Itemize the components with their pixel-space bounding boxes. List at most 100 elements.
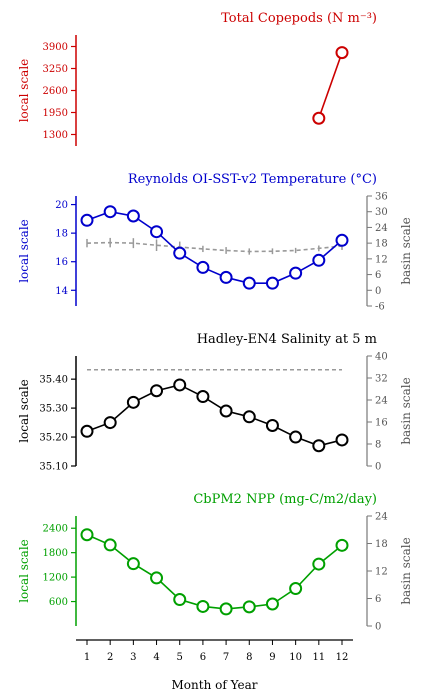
panel-4-y2tick-label: 18 bbox=[375, 539, 388, 550]
panel-2-y2tick-label: 30 bbox=[375, 207, 388, 218]
panel-2-data-point bbox=[173, 246, 187, 260]
xtick-label: 2 bbox=[107, 652, 113, 663]
xtick-label: 8 bbox=[246, 652, 252, 663]
panel-4-data-point bbox=[80, 528, 94, 542]
panel-2-data-point bbox=[312, 253, 326, 267]
panel-1-ytick-label: 3250 bbox=[43, 64, 68, 75]
panel-1-ylabel: local scale bbox=[17, 59, 31, 123]
panel-2-data-point bbox=[289, 266, 303, 280]
panel-4-series-line bbox=[86, 534, 343, 610]
xtick-label: 4 bbox=[153, 652, 159, 663]
xtick-label: 11 bbox=[312, 652, 325, 663]
panel-2-ytick-label: 18 bbox=[55, 229, 68, 240]
panel-2-ylabel: local scale bbox=[17, 219, 31, 283]
panel-3-data-point bbox=[196, 390, 210, 404]
panel-4-data-point bbox=[219, 602, 233, 616]
panel-2-data-point bbox=[242, 276, 256, 290]
panel-2-title: Reynolds OI-SST-v2 Temperature (°C) bbox=[128, 172, 377, 187]
panel-2-data-point bbox=[335, 233, 349, 247]
panel-3-ytick-label: 35.40 bbox=[39, 375, 68, 386]
panel-3-series-line bbox=[86, 384, 343, 447]
panel-4-data-point bbox=[289, 582, 303, 596]
xtick-label: 9 bbox=[269, 652, 275, 663]
panel-1-series-line bbox=[318, 52, 343, 119]
panel-3-y2tick-label: 16 bbox=[375, 418, 388, 429]
panel-3-title: Hadley-EN4 Salinity at 5 m bbox=[197, 332, 377, 347]
panel-4-data-point bbox=[126, 557, 140, 571]
panel-2-data-point bbox=[150, 225, 164, 239]
panel-3-y2label: basin scale bbox=[399, 377, 413, 444]
panel-4-title: CbPM2 NPP (mg-C/m2/day) bbox=[193, 492, 377, 507]
panel-2-data-point bbox=[265, 276, 279, 290]
panel-4-y2tick-label: 0 bbox=[375, 622, 381, 633]
panel-2-ytick-label: 16 bbox=[55, 257, 68, 268]
panel-4-y2tick-label: 12 bbox=[375, 567, 388, 578]
panel-3-y2tick-label: 24 bbox=[375, 396, 388, 407]
panel-3-ytick-label: 35.20 bbox=[39, 433, 68, 444]
panel-2-data-point bbox=[126, 209, 140, 223]
panel-2-y2tick-label: 6 bbox=[375, 270, 381, 281]
panel-3-data-point bbox=[335, 433, 349, 447]
panel-4-data-point bbox=[335, 538, 349, 552]
panel-1-title: Total Copepods (N m⁻³) bbox=[221, 11, 377, 26]
panel-3-y2tick-label: 40 bbox=[375, 352, 388, 363]
panel-4-data-point bbox=[150, 571, 164, 585]
panel-3-data-point bbox=[103, 416, 117, 430]
panel-2-data-point bbox=[103, 205, 117, 219]
panel-2-data-point bbox=[80, 213, 94, 227]
panel-2-y2tick-label: 12 bbox=[375, 254, 388, 265]
panel-3-data-point bbox=[289, 430, 303, 444]
panel-4-ylabel: local scale bbox=[17, 539, 31, 603]
panel-3-y2tick-label: 0 bbox=[375, 462, 381, 473]
panel-4-y2tick-label: 24 bbox=[375, 512, 388, 523]
xtick-label: 5 bbox=[177, 652, 183, 663]
panel-1-ytick-label: 3900 bbox=[43, 42, 68, 53]
panel-2-ytick-label: 20 bbox=[55, 200, 68, 211]
panel-2-y2tick-label: 36 bbox=[375, 192, 388, 203]
panel-2-data-point bbox=[196, 260, 210, 274]
panel-4-data-point bbox=[173, 593, 187, 607]
panel-1-data-point bbox=[312, 111, 326, 125]
panel-3-data-point bbox=[219, 404, 233, 418]
panel-3-data-point bbox=[173, 378, 187, 392]
panel-1-ytick-label: 1950 bbox=[43, 108, 68, 119]
panel-4-data-point bbox=[196, 599, 210, 613]
xtick-label: 1 bbox=[84, 652, 90, 663]
panel-2-y2tick-label: 24 bbox=[375, 223, 388, 234]
panel-1-data-point bbox=[335, 46, 349, 60]
panel-4-data-point bbox=[265, 597, 279, 611]
xtick-label: 3 bbox=[130, 652, 136, 663]
panel-4-ytick-label: 2400 bbox=[43, 524, 68, 535]
panel-2-data-point bbox=[219, 270, 233, 284]
xtick-label: 12 bbox=[336, 652, 349, 663]
panel-4-ytick-label: 1800 bbox=[43, 548, 68, 559]
panel-4-data-point bbox=[242, 600, 256, 614]
panel-3-data-point bbox=[265, 418, 279, 432]
panel-4-y2label: basin scale bbox=[399, 537, 413, 604]
xtick-label: 6 bbox=[200, 652, 206, 663]
panel-1-ytick-label: 1300 bbox=[43, 130, 68, 141]
panel-3-y2tick-label: 32 bbox=[375, 374, 388, 385]
panel-4-data-point bbox=[312, 557, 326, 571]
panel-2-y2tick-label: 18 bbox=[375, 239, 388, 250]
panel-3-ytick-label: 35.10 bbox=[39, 462, 68, 473]
panel-3-data-point bbox=[242, 410, 256, 424]
panel-2-y2label: basin scale bbox=[399, 217, 413, 284]
panel-3-y2tick-label: 8 bbox=[375, 440, 381, 451]
panel-2-series-line bbox=[86, 210, 343, 284]
panel-3-data-point bbox=[150, 384, 164, 398]
panel-2-y2tick-label: -6 bbox=[375, 302, 385, 313]
panel-2-ytick-label: 14 bbox=[55, 286, 68, 297]
x-axis-label: Month of Year bbox=[172, 678, 258, 692]
panel-4-ytick-label: 1200 bbox=[43, 573, 68, 584]
panel-3-ylabel: local scale bbox=[17, 379, 31, 443]
panel-1-ytick-label: 2600 bbox=[43, 86, 68, 97]
panel-2-basin-line bbox=[86, 241, 343, 253]
panel-4-ytick-label: 600 bbox=[49, 597, 68, 608]
panel-4-y2tick-label: 6 bbox=[375, 594, 381, 605]
panel-3-data-point bbox=[312, 439, 326, 453]
panel-4-data-point bbox=[103, 538, 117, 552]
panel-2-y2tick-label: 0 bbox=[375, 286, 381, 297]
panel-3-data-point bbox=[80, 424, 94, 438]
panel-3-ytick-label: 35.30 bbox=[39, 404, 68, 415]
